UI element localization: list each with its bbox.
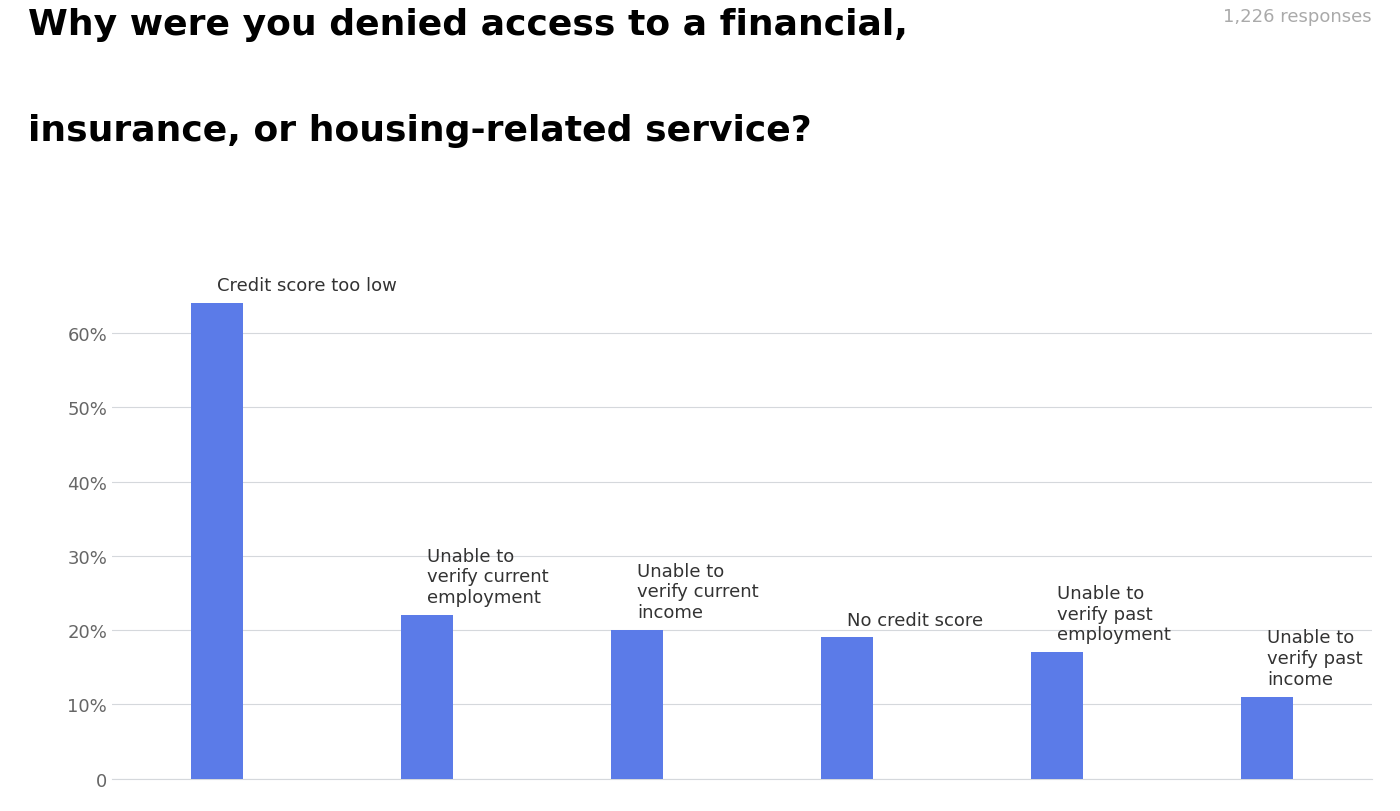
Text: Unable to
verify current
income: Unable to verify current income bbox=[637, 562, 759, 621]
Bar bbox=[610, 630, 664, 779]
Text: Unable to
verify past
employment: Unable to verify past employment bbox=[1057, 584, 1170, 644]
Text: insurance, or housing-related service?: insurance, or housing-related service? bbox=[28, 114, 812, 148]
Text: Unable to
verify past
income: Unable to verify past income bbox=[1267, 629, 1362, 688]
Text: Why were you denied access to a financial,: Why were you denied access to a financia… bbox=[28, 8, 907, 42]
Text: Credit score too low: Credit score too low bbox=[217, 277, 396, 295]
Text: No credit score: No credit score bbox=[847, 611, 983, 629]
Bar bbox=[190, 304, 244, 779]
Text: Unable to
verify current
employment: Unable to verify current employment bbox=[427, 547, 549, 607]
Bar bbox=[1240, 697, 1294, 779]
Text: 1,226 responses: 1,226 responses bbox=[1224, 8, 1372, 26]
Bar bbox=[1030, 653, 1084, 779]
Bar bbox=[820, 637, 874, 779]
Bar bbox=[400, 616, 454, 779]
